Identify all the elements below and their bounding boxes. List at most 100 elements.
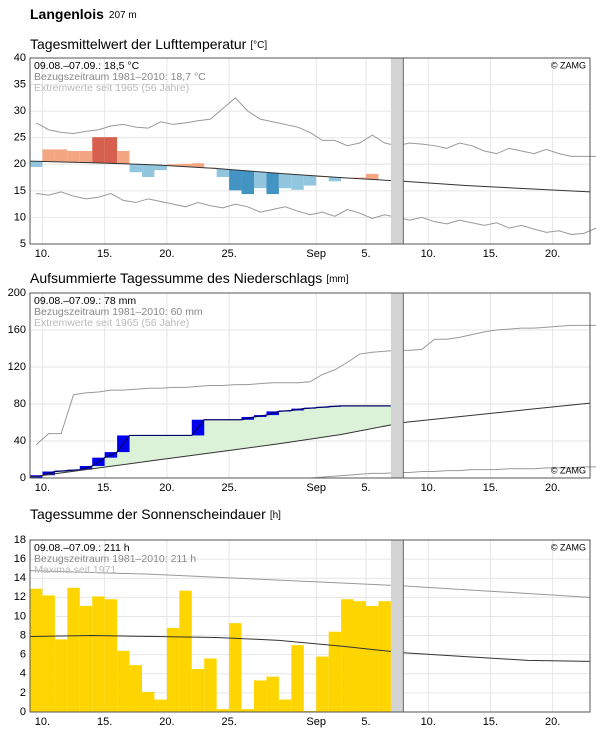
x-tick-label: 15.	[97, 716, 112, 728]
bar	[266, 172, 279, 195]
x-tick-label: 20.	[545, 248, 560, 260]
y-tick-label: 2	[20, 687, 26, 699]
panel-title-text: Aufsummierte Tagessumme des Niederschlag…	[30, 270, 322, 286]
x-tick-label: 15.	[97, 248, 112, 260]
extreme-max-line	[35, 97, 596, 157]
elevation: 207 m	[109, 10, 137, 21]
x-tick-label: Sep	[306, 248, 326, 260]
plot-frame	[29, 539, 591, 713]
bar	[378, 601, 391, 712]
bar	[341, 599, 354, 712]
plot-frame	[29, 292, 591, 479]
header: Langenlois 207 m	[30, 6, 137, 22]
bar	[303, 175, 317, 186]
y-tick-label: 80	[14, 398, 26, 410]
bar	[216, 169, 230, 178]
extreme-max-line	[29, 570, 591, 598]
y-tick-label: 12	[14, 591, 26, 603]
y-tick-label: 4	[20, 668, 26, 680]
info-line: Extremwerte seit 1965 (56 Jahre)	[34, 317, 189, 329]
y-tick-label: 14	[14, 572, 26, 584]
x-tick-label: 20.	[545, 482, 560, 494]
x-tick-label: 20.	[545, 716, 560, 728]
bar	[67, 151, 80, 163]
bar	[129, 665, 142, 712]
bar	[353, 601, 366, 712]
info-line: Bezugszeitraum 1981–2010: 18,7 °C	[34, 71, 206, 83]
y-tick-label: 35	[14, 78, 26, 90]
y-tick-label: 25	[14, 132, 26, 144]
y-tick-label: 30	[14, 105, 26, 117]
x-tick-label: 20.	[159, 248, 174, 260]
bar	[92, 137, 105, 163]
station-name: Langenlois	[30, 6, 104, 22]
bar	[366, 605, 379, 712]
x-tick-label: 10.	[35, 716, 50, 728]
x-tick-label: 20.	[159, 482, 174, 494]
y-tick-label: 10	[14, 211, 26, 223]
x-tick-label: 5.	[361, 248, 370, 260]
x-tick-label: 25.	[221, 248, 236, 260]
bar	[266, 676, 279, 712]
y-tick-label: 16	[14, 553, 26, 565]
bar	[216, 709, 230, 712]
bar	[42, 149, 55, 162]
bar	[42, 595, 55, 712]
normal-line	[29, 402, 591, 478]
difference-area	[42, 405, 391, 476]
info-line: Bezugszeitraum 1981–2010: 211 h	[34, 553, 196, 565]
info-line: 09.08.–07.09.: 78 mm	[34, 295, 136, 307]
bar	[30, 161, 43, 167]
bar	[129, 164, 142, 173]
x-tick-label: 10.	[421, 716, 436, 728]
bar	[30, 588, 43, 712]
y-tick-label: 0	[20, 472, 26, 484]
x-tick-label: 20.	[159, 716, 174, 728]
x-tick-label: 15.	[483, 248, 498, 260]
normal-line	[29, 160, 591, 193]
bar	[179, 163, 192, 167]
x-tick-label: 10.	[35, 482, 50, 494]
x-tick-label: 15.	[483, 716, 498, 728]
bar	[191, 163, 205, 168]
panel-unit: [mm]	[326, 274, 348, 285]
bar	[104, 137, 118, 164]
bar	[278, 173, 292, 189]
cumulative-line	[42, 405, 391, 476]
y-tick-label: 10	[14, 610, 26, 622]
bar	[229, 623, 242, 712]
bar	[54, 639, 68, 712]
y-tick-label: 160	[8, 324, 26, 336]
bar	[204, 658, 217, 712]
x-tick-label: 5.	[361, 716, 370, 728]
bar	[166, 627, 180, 712]
bar	[254, 680, 267, 712]
bar	[154, 699, 167, 712]
bar	[79, 151, 93, 163]
today-band	[390, 540, 404, 712]
x-tick-label: 25.	[221, 716, 236, 728]
bar	[92, 596, 105, 712]
bar	[353, 177, 366, 179]
bar	[278, 699, 292, 712]
y-tick-label: 40	[14, 52, 26, 64]
panel-unit: [°C]	[250, 40, 267, 51]
today-band	[390, 58, 404, 244]
bar	[291, 645, 304, 712]
extreme-max-line	[35, 324, 596, 446]
bar	[154, 165, 167, 171]
credit: © ZAMG	[551, 60, 586, 70]
y-tick-label: 6	[20, 649, 26, 661]
bar	[229, 169, 242, 191]
credit: © ZAMG	[551, 465, 586, 475]
bar	[142, 691, 155, 712]
bar	[328, 177, 342, 182]
y-tick-label: 40	[14, 435, 26, 447]
y-tick-label: 8	[20, 629, 26, 641]
x-tick-label: 10.	[421, 482, 436, 494]
bar	[79, 605, 93, 712]
bar	[316, 656, 329, 712]
bar	[179, 590, 192, 712]
credit: © ZAMG	[551, 542, 586, 552]
panel-title: Tagesmittelwert der Lufttemperatur [°C]	[30, 36, 267, 52]
